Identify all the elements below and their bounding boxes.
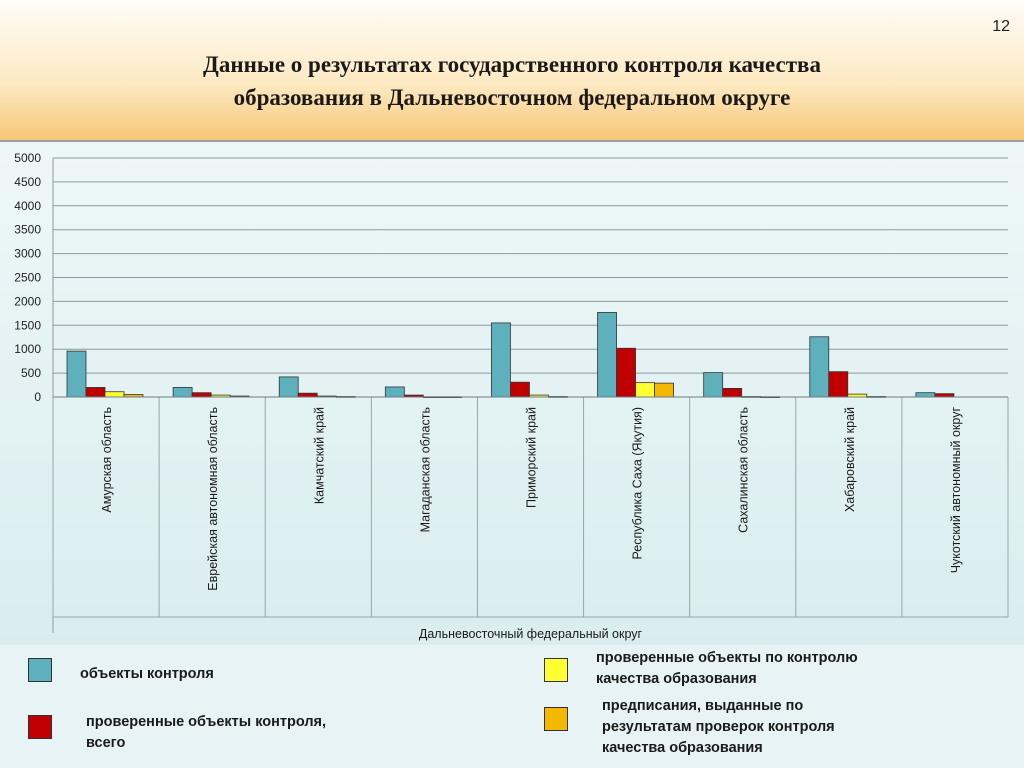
- bar-1-8: [809, 336, 830, 398]
- bar-1-2: [172, 387, 193, 398]
- category-label-6: Республика Саха (Якутия): [631, 407, 645, 560]
- legend-label-objects: объекты контроля: [80, 666, 214, 682]
- bar-1-5: [491, 322, 511, 398]
- category-label-9: Чукотский автономный округ: [949, 407, 963, 574]
- y-tick-label: 4000: [14, 199, 41, 213]
- bar-2-8: [828, 371, 849, 398]
- title-line-1: Данные о результатах государственного ко…: [203, 52, 821, 77]
- legend-swatch-checked-quality: [544, 658, 568, 682]
- bar-2-9: [934, 393, 955, 398]
- bar-chart: 0 500 1000 1500 2000 2500 3000 3500 4000 4500 5000…: [14, 151, 1009, 641]
- y-tick-label: 0: [34, 390, 41, 404]
- legend-item-prescriptions: предписания, выданные по результатам про…: [520, 696, 1020, 766]
- legend-item-checked-quality: проверенные объекты по контролю качества…: [520, 645, 1020, 700]
- legend-label-prescriptions-line-1: предписания, выданные по: [602, 698, 804, 714]
- x-axis-label: Дальневосточный федеральный округ: [419, 627, 643, 641]
- bar-2-2: [191, 392, 212, 398]
- bar-3-1: [104, 391, 125, 398]
- y-tick-label: 5000: [14, 151, 41, 165]
- bar-2-6: [616, 347, 636, 398]
- bar-2-3: [297, 392, 318, 398]
- legend-item-checked: проверенные объекты контроля, всего: [0, 705, 500, 765]
- legend-label-checked-quality-line-1: проверенные объекты по контролю: [596, 650, 858, 666]
- legend-label-checked-line-2: всего: [86, 735, 126, 751]
- bar-1-3: [278, 376, 299, 398]
- legend-label-prescriptions-line-3: качества образования: [602, 740, 763, 756]
- category-label-3: Камчатский край: [312, 407, 326, 504]
- y-tick-label: 4500: [14, 175, 41, 189]
- bar-3-6: [635, 382, 655, 398]
- bar-1-9: [915, 392, 936, 398]
- category-label-5: Приморский край: [525, 407, 539, 508]
- category-label-8: Хабаровский край: [843, 407, 857, 512]
- bar-2-5: [510, 381, 530, 398]
- title-line-2: образования в Дальневосточном федерально…: [233, 85, 791, 110]
- bar-2-7: [722, 387, 743, 398]
- bar-2-1: [85, 387, 106, 398]
- slide-header: 12 Данные о результатах государственного…: [0, 0, 1024, 142]
- legend-label-checked-quality: проверенные объекты по контролю качества…: [596, 648, 858, 690]
- bar-1-4: [384, 386, 405, 398]
- page-number: 12: [992, 18, 1010, 35]
- y-tick-label: 500: [21, 366, 41, 380]
- bar-1-6: [597, 311, 617, 398]
- legend-item-objects: объекты контроля: [0, 645, 500, 705]
- category-label-2: Еврейская автономная область: [206, 407, 220, 591]
- chart-area: 0 500 1000 1500 2000 2500 3000 3500 4000 4500 5000…: [0, 143, 1024, 645]
- legend-label-prescriptions: предписания, выданные по результатам про…: [602, 696, 835, 759]
- legend-label-prescriptions-line-2: результатам проверок контроля: [602, 719, 835, 735]
- y-tick-label: 3000: [14, 247, 41, 261]
- slide-title: Данные о результатах государственного ко…: [100, 48, 924, 114]
- bar-1-1: [66, 350, 87, 398]
- bar-4-6: [654, 382, 674, 398]
- y-tick-label: 2000: [14, 294, 41, 308]
- y-tick-label: 2500: [14, 271, 41, 285]
- category-label-7: Сахалинская область: [737, 407, 751, 533]
- legend-swatch-checked: [28, 715, 52, 739]
- bar-1-7: [703, 372, 724, 398]
- legend-label-checked: проверенные объекты контроля, всего: [86, 712, 326, 754]
- category-label-1: Амурская область: [100, 407, 114, 513]
- legend-swatch-objects: [28, 658, 52, 682]
- legend-swatch-prescriptions: [544, 707, 568, 731]
- legend-label-checked-quality-line-2: качества образования: [596, 671, 757, 687]
- y-tick-label: 1500: [14, 318, 41, 332]
- y-tick-label: 1000: [14, 342, 41, 356]
- category-label-4: Магаданская область: [418, 407, 432, 532]
- legend-label-checked-line-1: проверенные объекты контроля,: [86, 714, 327, 730]
- y-tick-label: 3500: [14, 223, 41, 237]
